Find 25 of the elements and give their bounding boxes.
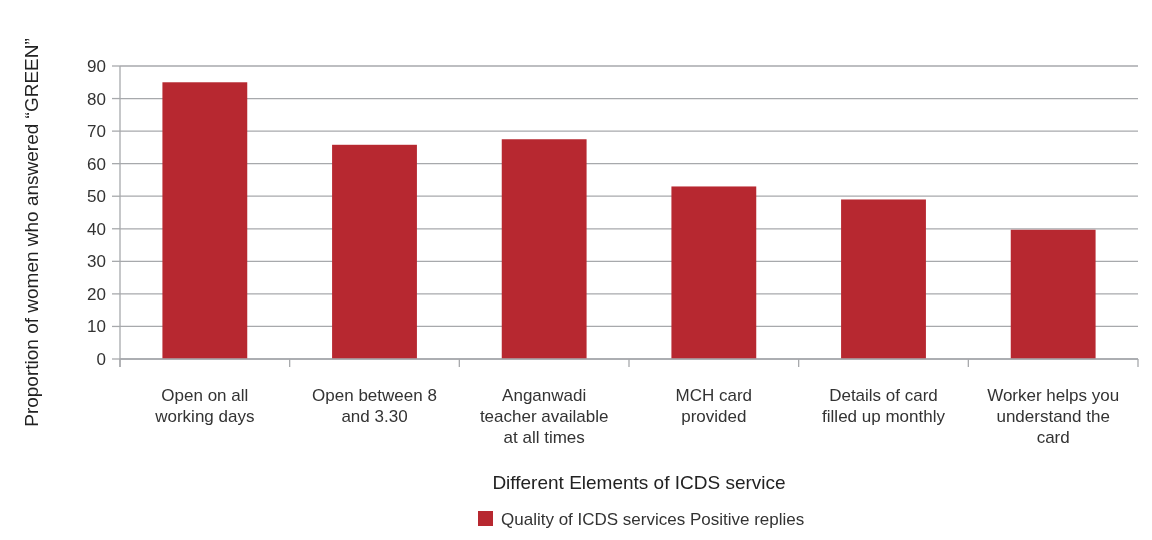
y-tick-label: 40 — [87, 219, 106, 239]
y-tick-label: 0 — [96, 349, 106, 369]
y-tick-label: 30 — [87, 252, 106, 272]
x-tick-label: Worker helps you understand the card — [987, 386, 1120, 447]
y-axis-title: Proportion of women who answered “GREEN” — [21, 38, 42, 427]
x-tick-label: Open between 8 and 3.30 — [312, 386, 437, 426]
x-tick-label: Details of card filled up monthly — [822, 386, 946, 426]
x-axis-title: Different Elements of ICDS service — [492, 472, 786, 493]
bar — [332, 144, 417, 359]
y-tick-label: 60 — [87, 154, 106, 174]
legend-label: Quality of ICDS services Positive replies — [501, 509, 805, 529]
bar — [671, 186, 757, 359]
bar — [501, 139, 587, 359]
y-tick-label: 80 — [87, 89, 106, 109]
y-tick-label: 20 — [87, 284, 106, 304]
bar — [162, 82, 248, 359]
y-tick-label: 10 — [87, 317, 106, 337]
y-tick-label: 50 — [87, 187, 106, 207]
bar — [1010, 229, 1096, 359]
x-tick-label: MCH card provided — [675, 386, 753, 426]
x-tick-label: Open on all working days — [154, 386, 255, 426]
x-tick-label: Anganwadi teacher available at all times — [479, 386, 609, 447]
bar — [841, 199, 926, 359]
y-tick-label: 90 — [87, 56, 106, 76]
y-tick-label: 70 — [87, 122, 106, 142]
